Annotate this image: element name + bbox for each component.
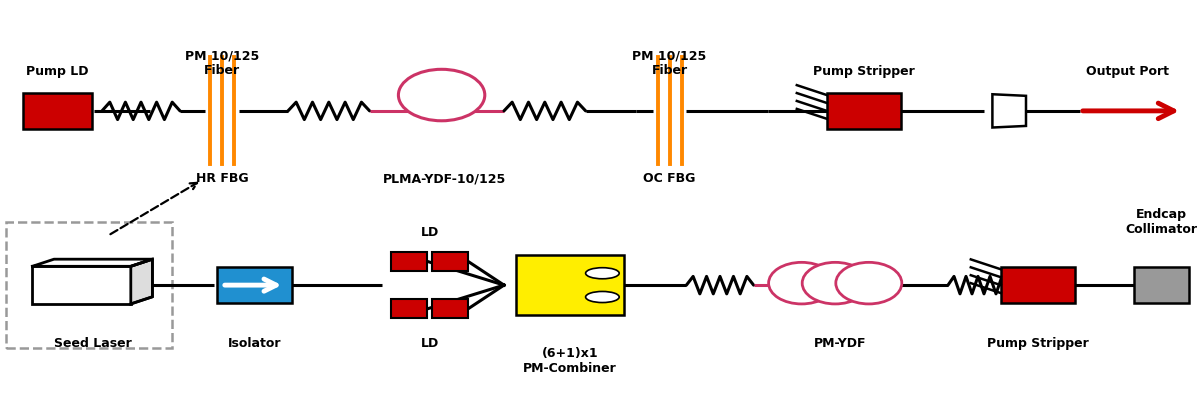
Text: Pump Stripper: Pump Stripper bbox=[988, 337, 1088, 350]
Text: PM 10/125
Fiber: PM 10/125 Fiber bbox=[185, 50, 259, 78]
Polygon shape bbox=[131, 259, 152, 304]
Bar bbox=[432, 299, 468, 318]
Text: LD: LD bbox=[420, 337, 439, 350]
Bar bbox=[32, 266, 131, 304]
Text: LD: LD bbox=[420, 226, 439, 239]
Bar bbox=[217, 267, 292, 303]
Text: Pump LD: Pump LD bbox=[26, 65, 89, 78]
Text: PM-YDF: PM-YDF bbox=[814, 337, 866, 350]
Bar bbox=[391, 252, 427, 271]
Bar bbox=[1134, 267, 1189, 303]
Ellipse shape bbox=[835, 262, 902, 304]
Text: Seed Laser: Seed Laser bbox=[54, 337, 131, 350]
Bar bbox=[827, 93, 901, 129]
Text: Pump Stripper: Pump Stripper bbox=[814, 65, 914, 78]
Text: OC FBG: OC FBG bbox=[643, 172, 696, 185]
Text: Isolator: Isolator bbox=[228, 337, 281, 350]
Text: HR FBG: HR FBG bbox=[196, 172, 248, 185]
Circle shape bbox=[586, 268, 619, 279]
Text: Endcap
Collimator: Endcap Collimator bbox=[1126, 208, 1198, 236]
Polygon shape bbox=[992, 94, 1026, 128]
Bar bbox=[432, 252, 468, 271]
Text: (6+1)x1
PM-Combiner: (6+1)x1 PM-Combiner bbox=[523, 346, 617, 375]
Ellipse shape bbox=[768, 262, 835, 304]
Bar bbox=[1001, 267, 1075, 303]
Text: Output Port: Output Port bbox=[1086, 65, 1170, 78]
Bar bbox=[23, 93, 92, 129]
Bar bbox=[516, 255, 624, 315]
Bar bbox=[391, 299, 427, 318]
Text: PM 10/125
Fiber: PM 10/125 Fiber bbox=[632, 50, 707, 78]
Circle shape bbox=[586, 291, 619, 303]
Ellipse shape bbox=[802, 262, 869, 304]
Ellipse shape bbox=[398, 69, 485, 121]
Text: PLMA-YDF-10/125: PLMA-YDF-10/125 bbox=[383, 172, 505, 185]
